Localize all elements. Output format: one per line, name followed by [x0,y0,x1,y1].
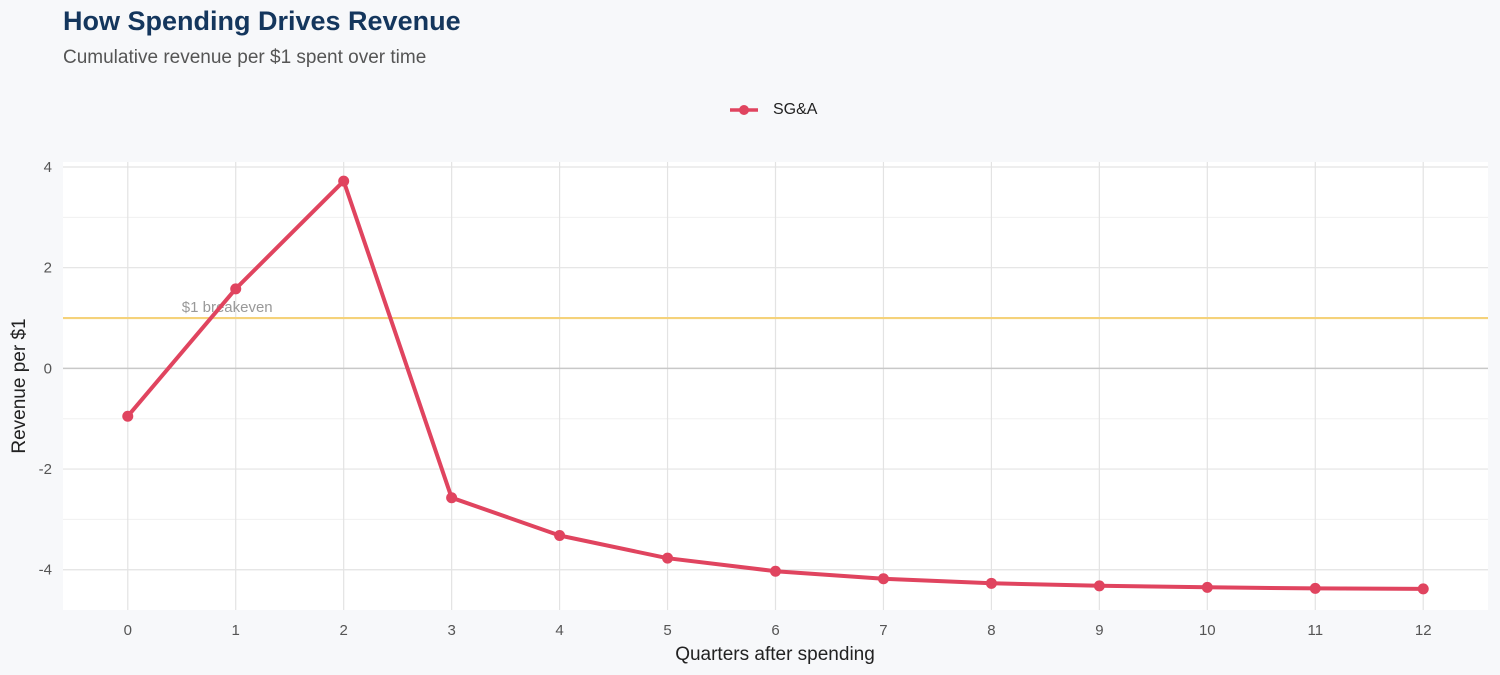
data-point [662,552,674,564]
data-point [446,492,458,504]
legend-label-sga: SG&A [773,101,818,118]
x-axis-title: Quarters after spending [675,644,875,665]
y-tick-label: 4 [44,159,52,176]
x-tick-label: 7 [879,622,887,639]
x-tick-label: 2 [340,622,348,639]
y-tick-label: 2 [44,260,52,277]
reference-lines: $1 breakeven [63,299,1488,370]
chart-subtitle: Cumulative revenue per $1 spent over tim… [63,47,427,68]
x-tick-label: 12 [1415,622,1432,639]
breakeven-label: $1 breakeven [182,299,273,316]
x-tick-label: 9 [1095,622,1103,639]
data-point [1093,580,1105,592]
x-tick-label: 11 [1307,622,1323,639]
x-tick-label: 3 [447,622,455,639]
data-point [338,175,350,187]
x-tick-label: 10 [1199,622,1216,639]
data-point [230,283,242,295]
x-tick-label: 6 [771,622,779,639]
data-point [985,577,997,589]
y-tick-label: 0 [44,360,52,377]
data-point [770,565,781,577]
x-tick-label: 4 [555,622,563,639]
data-point [1201,581,1213,593]
data-point [554,530,566,542]
data-point [122,410,134,422]
x-tick-label: 8 [987,622,995,639]
x-tick-label: 0 [124,622,132,639]
chart-title: How Spending Drives Revenue [63,6,461,36]
series-layer [122,175,1429,595]
x-tick-label: 5 [663,622,671,639]
x-tick-label: 1 [232,622,240,639]
legend: SG&A [729,99,817,121]
y-tick-label: -4 [39,562,52,579]
y-tick-label: -2 [39,461,52,478]
data-point [1417,583,1429,595]
data-point [877,573,889,585]
data-point [1309,582,1321,594]
legend-key-sga [730,105,758,115]
y-axis-title: Revenue per $1 [9,318,30,453]
